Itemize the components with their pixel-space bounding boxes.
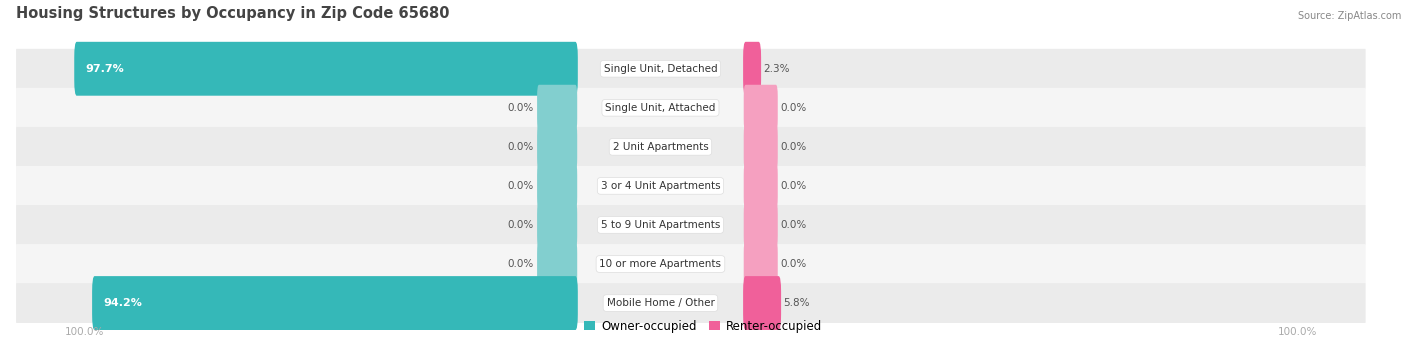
FancyBboxPatch shape [537,163,578,209]
Text: 2 Unit Apartments: 2 Unit Apartments [613,142,709,152]
Text: 100.0%: 100.0% [1278,327,1317,337]
Text: 0.0%: 0.0% [508,220,534,230]
FancyBboxPatch shape [744,276,782,330]
Text: 97.7%: 97.7% [86,64,125,74]
Text: 0.0%: 0.0% [508,103,534,113]
FancyBboxPatch shape [744,42,761,96]
Text: Single Unit, Attached: Single Unit, Attached [605,103,716,113]
Text: Housing Structures by Occupancy in Zip Code 65680: Housing Structures by Occupancy in Zip C… [17,6,450,21]
FancyBboxPatch shape [93,276,578,330]
FancyBboxPatch shape [15,283,1365,323]
FancyBboxPatch shape [537,124,578,170]
FancyBboxPatch shape [15,205,1365,245]
Text: 0.0%: 0.0% [780,103,807,113]
FancyBboxPatch shape [744,163,778,209]
FancyBboxPatch shape [15,166,1365,206]
Text: 0.0%: 0.0% [508,181,534,191]
Text: 5 to 9 Unit Apartments: 5 to 9 Unit Apartments [600,220,720,230]
Text: 0.0%: 0.0% [508,259,534,269]
Text: 0.0%: 0.0% [780,220,807,230]
FancyBboxPatch shape [15,49,1365,89]
FancyBboxPatch shape [744,202,778,248]
Text: 94.2%: 94.2% [104,298,142,308]
Legend: Owner-occupied, Renter-occupied: Owner-occupied, Renter-occupied [579,315,827,337]
Text: 100.0%: 100.0% [65,327,104,337]
FancyBboxPatch shape [537,241,578,287]
Text: Source: ZipAtlas.com: Source: ZipAtlas.com [1299,11,1402,21]
FancyBboxPatch shape [744,85,778,131]
FancyBboxPatch shape [537,202,578,248]
FancyBboxPatch shape [15,127,1365,167]
FancyBboxPatch shape [75,42,578,96]
Text: 10 or more Apartments: 10 or more Apartments [599,259,721,269]
Text: 0.0%: 0.0% [780,259,807,269]
Text: 2.3%: 2.3% [763,64,790,74]
Text: 0.0%: 0.0% [780,142,807,152]
Text: Single Unit, Detached: Single Unit, Detached [603,64,717,74]
FancyBboxPatch shape [15,244,1365,284]
Text: 5.8%: 5.8% [783,298,810,308]
FancyBboxPatch shape [15,88,1365,128]
Text: 0.0%: 0.0% [508,142,534,152]
FancyBboxPatch shape [744,124,778,170]
FancyBboxPatch shape [744,241,778,287]
Text: Mobile Home / Other: Mobile Home / Other [606,298,714,308]
Text: 3 or 4 Unit Apartments: 3 or 4 Unit Apartments [600,181,720,191]
Text: 0.0%: 0.0% [780,181,807,191]
FancyBboxPatch shape [537,85,578,131]
